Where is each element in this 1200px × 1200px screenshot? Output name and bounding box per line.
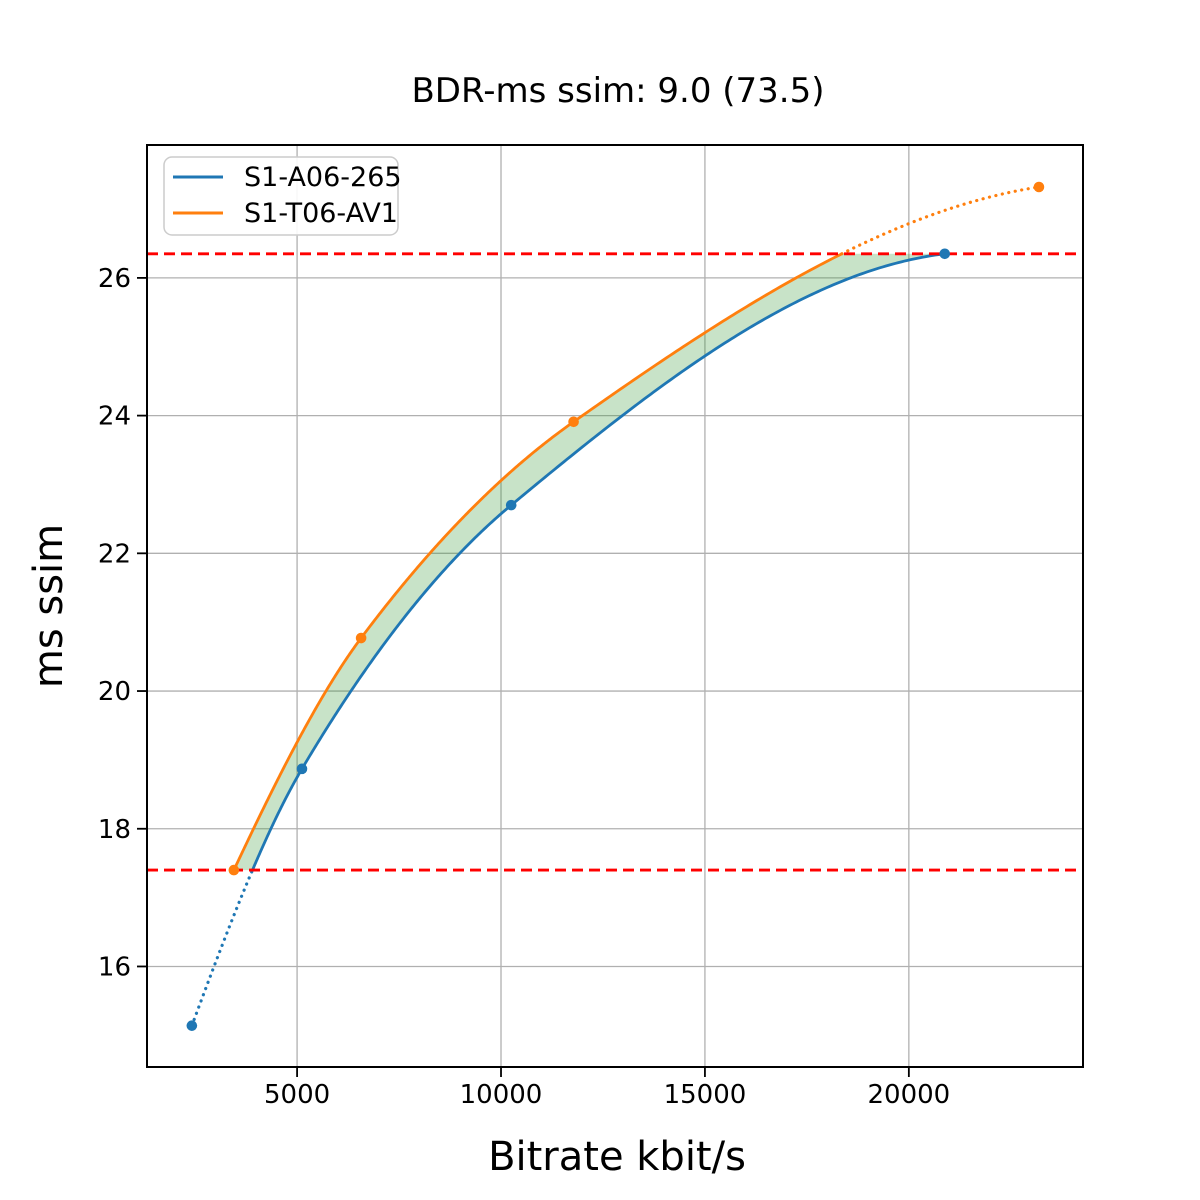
y-tick-label: 22 — [98, 539, 131, 569]
chart-title: BDR-ms ssim: 9.0 (73.5) — [411, 71, 824, 111]
x-axis-label: Bitrate kbit/s — [488, 1134, 746, 1180]
data-point-s0-3 — [939, 248, 951, 260]
tick-labels: 5000 10000 15000 20000 16 18 20 22 24 26 — [98, 264, 950, 1110]
gridlines — [147, 145, 1083, 1067]
series-line-1 — [232, 252, 844, 872]
y-tick-label: 24 — [98, 402, 131, 432]
data-point-s1-3 — [1033, 181, 1045, 193]
data-point-s1-1 — [355, 632, 367, 644]
bd-shaded-region — [233, 253, 945, 871]
y-tick-label: 16 — [98, 952, 131, 982]
data-point-s1-2 — [568, 416, 579, 428]
x-tick-label: 15000 — [664, 1080, 747, 1110]
plot-frame — [146, 144, 1084, 1068]
data-point-s0-2 — [505, 499, 517, 511]
legend-label-series-1: S1-T06-AV1 — [244, 198, 398, 229]
series-curves — [190, 185, 1041, 1028]
data-point-s0-0 — [186, 1020, 198, 1031]
y-axis-label: ms ssim — [26, 524, 72, 688]
y-tick-label: 26 — [98, 264, 131, 294]
bd-area-fill — [233, 253, 945, 871]
data-point-s0-1 — [296, 763, 308, 775]
data-point-markers — [186, 181, 1045, 1031]
threshold-lines — [147, 252, 1083, 872]
x-tick-label: 10000 — [460, 1080, 543, 1110]
legend-label-series-0: S1-A06-265 — [244, 162, 402, 193]
series-line-extrapolated-1 — [840, 185, 1041, 256]
legend: S1-A06-265 S1-T06-AV1 — [163, 156, 402, 236]
y-tick-label: 20 — [98, 677, 131, 707]
series-line-extrapolated-0 — [190, 868, 255, 1028]
series-line-0 — [251, 252, 947, 872]
x-tick-label: 5000 — [264, 1080, 330, 1110]
data-point-s1-0 — [228, 864, 240, 876]
x-tick-label: 20000 — [867, 1080, 950, 1110]
y-tick-label: 18 — [98, 815, 131, 845]
axes-frame — [137, 144, 1084, 1077]
